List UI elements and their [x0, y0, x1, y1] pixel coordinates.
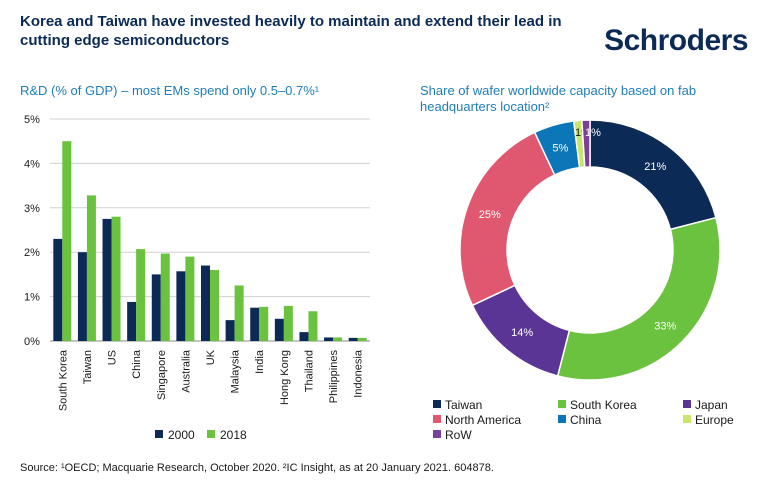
- x-tick-label: Australia: [180, 349, 192, 393]
- x-tick-label: Singapore: [156, 350, 168, 400]
- bar-2000-uk: [201, 265, 210, 341]
- bar-2018-australia: [185, 256, 195, 341]
- donut-chart-title: Share of wafer worldwide capacity based …: [420, 83, 697, 114]
- bar-2018-malaysia: [234, 285, 244, 341]
- slice-label-japan: 14%: [511, 327, 533, 339]
- legend-label-2000: 2000: [168, 428, 195, 442]
- slice-label-south-korea: 33%: [654, 320, 676, 332]
- bar-2000-india: [250, 307, 260, 341]
- legend-swatch-china: [558, 415, 566, 423]
- y-tick-label: 4%: [24, 158, 40, 170]
- x-tick-label: Malaysia: [230, 349, 242, 393]
- y-tick-label: 5%: [24, 114, 40, 126]
- x-tick-label: Indonesia: [353, 349, 365, 398]
- slice-label-taiwan: 21%: [644, 161, 666, 173]
- bar-2000-hong-kong: [274, 318, 284, 341]
- bar-2000-south-korea: [53, 238, 63, 341]
- legend-swatch-2000: [155, 430, 163, 438]
- x-tick-label: India: [254, 349, 266, 374]
- bar-2000-thailand: [299, 332, 309, 341]
- bar-2018-singapore: [160, 253, 170, 341]
- source-note: Source: ¹OECD; Macquarie Research, Octob…: [20, 462, 494, 474]
- x-tick-label: South Korea: [57, 349, 69, 411]
- bar-2018-thailand: [308, 311, 318, 341]
- bar-2000-australia: [176, 271, 186, 341]
- bar-2000-philippines: [324, 337, 334, 341]
- y-tick-label: 1%: [24, 292, 40, 304]
- bar-2018-india: [259, 306, 269, 341]
- bar-2018-china: [136, 249, 146, 341]
- slice-taiwan: [589, 119, 717, 231]
- bar-2000-singapore: [151, 274, 161, 341]
- slice-label-north-america: 25%: [479, 209, 501, 221]
- x-tick-label: China: [131, 349, 143, 379]
- legend-swatch-north-america: [433, 415, 441, 423]
- y-tick-label: 0%: [24, 336, 40, 348]
- legend-swatch-2018: [207, 430, 215, 438]
- y-tick-label: 2%: [24, 247, 40, 259]
- page-title: Korea and Taiwan have invested heavily t…: [20, 13, 562, 49]
- bar-2000-indonesia: [348, 337, 358, 341]
- x-tick-label: Hong Kong: [279, 350, 291, 405]
- slice-row: [581, 119, 591, 168]
- slice-south-korea: [556, 216, 721, 381]
- legend-label-row: RoW: [445, 428, 472, 442]
- bar-2000-taiwan: [77, 252, 87, 341]
- legend-label-south-korea: South Korea: [570, 398, 637, 412]
- bar-chart-title: R&D (% of GDP) – most EMs spend only 0.5…: [20, 83, 320, 98]
- bar-2018-us: [111, 216, 121, 341]
- legend-label-china: China: [570, 413, 602, 427]
- schroders-logo: Schroders: [604, 24, 748, 57]
- legend-label-europe: Europe: [695, 413, 734, 427]
- bar-2018-south-korea: [62, 141, 72, 341]
- bar-2018-philippines: [333, 337, 343, 341]
- x-tick-label: Thailand: [303, 350, 315, 392]
- slice-label-row: 1%: [585, 127, 601, 139]
- bar-2000-malaysia: [225, 320, 235, 341]
- bar-2018-indonesia: [357, 337, 367, 341]
- x-tick-label: UK: [205, 349, 217, 365]
- legend-swatch-japan: [683, 400, 691, 408]
- legend-swatch-row: [433, 430, 441, 438]
- legend-label-north-america: North America: [445, 413, 521, 427]
- x-tick-label: Philippines: [328, 350, 340, 404]
- bar-2018-hong-kong: [283, 305, 293, 341]
- legend-swatch-taiwan: [433, 400, 441, 408]
- y-tick-label: 3%: [24, 203, 40, 215]
- x-tick-label: US: [107, 350, 119, 365]
- legend-label-japan: Japan: [695, 398, 728, 412]
- x-tick-label: Taiwan: [82, 350, 94, 384]
- legend-label-taiwan: Taiwan: [445, 398, 482, 412]
- bar-2000-us: [102, 218, 112, 341]
- bar-2018-uk: [210, 269, 219, 341]
- slice-label-china: 5%: [552, 143, 568, 155]
- bar-2018-taiwan: [86, 195, 96, 341]
- legend-label-2018: 2018: [220, 428, 247, 442]
- legend-swatch-south-korea: [558, 400, 566, 408]
- legend-swatch-europe: [683, 415, 691, 423]
- slice-north-america: [459, 131, 556, 307]
- bar-2000-china: [127, 301, 137, 341]
